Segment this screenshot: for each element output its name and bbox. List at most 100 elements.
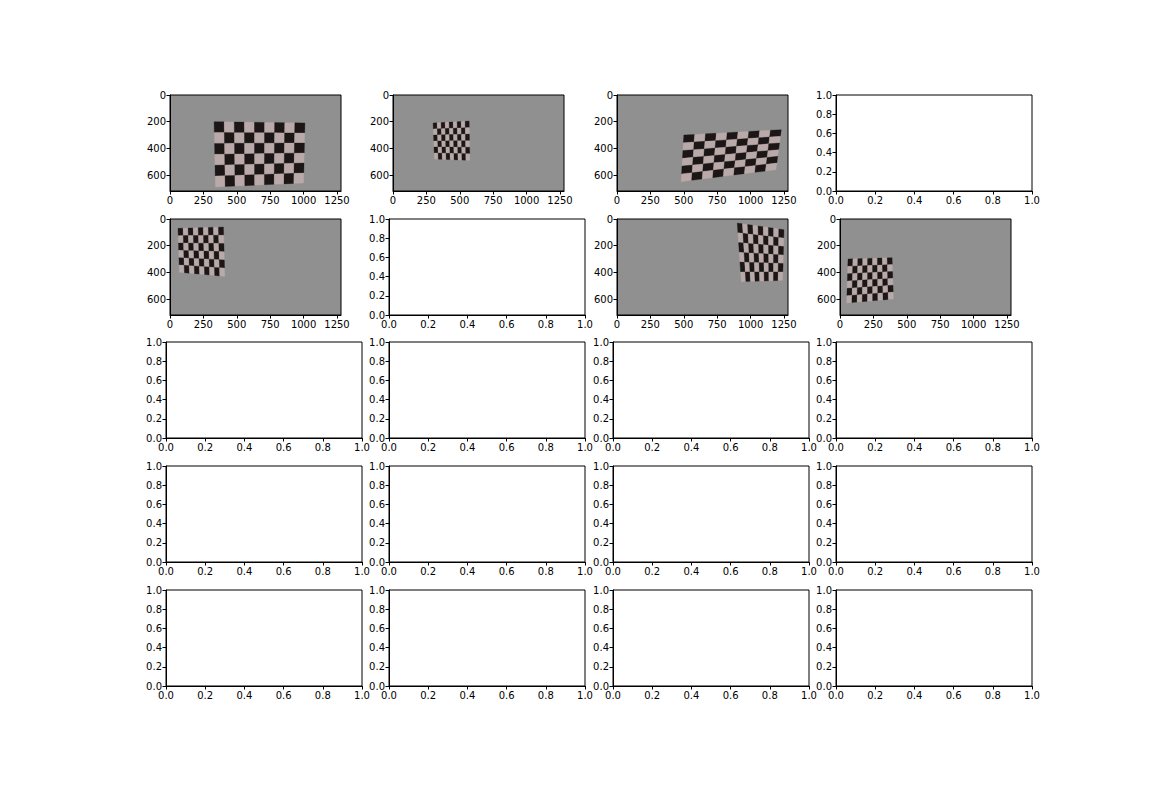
svg-text:1.0: 1.0 — [816, 585, 832, 596]
svg-text:1.0: 1.0 — [577, 442, 593, 453]
svg-text:0.6: 0.6 — [816, 128, 832, 139]
svg-text:0.6: 0.6 — [499, 319, 515, 330]
svg-text:500: 500 — [227, 195, 246, 206]
svg-text:600: 600 — [817, 294, 836, 305]
svg-text:0.6: 0.6 — [276, 442, 292, 453]
svg-text:0.4: 0.4 — [369, 518, 385, 529]
svg-text:0.2: 0.2 — [197, 566, 213, 577]
svg-text:1250: 1250 — [324, 195, 349, 206]
svg-text:1.0: 1.0 — [816, 90, 832, 101]
svg-text:400: 400 — [147, 267, 166, 278]
svg-text:0.6: 0.6 — [499, 442, 515, 453]
svg-text:0.4: 0.4 — [683, 442, 699, 453]
svg-text:500: 500 — [897, 319, 916, 330]
svg-text:0.6: 0.6 — [946, 442, 962, 453]
svg-text:0.6: 0.6 — [946, 195, 962, 206]
svg-text:750: 750 — [261, 195, 280, 206]
svg-text:1.0: 1.0 — [801, 690, 817, 701]
svg-text:0.0: 0.0 — [381, 442, 397, 453]
svg-text:400: 400 — [370, 143, 389, 154]
svg-text:1.0: 1.0 — [801, 442, 817, 453]
svg-text:0.6: 0.6 — [146, 623, 162, 634]
svg-text:0.0: 0.0 — [158, 690, 174, 701]
svg-text:200: 200 — [817, 240, 836, 251]
svg-text:1.0: 1.0 — [816, 461, 832, 472]
svg-text:1.0: 1.0 — [354, 566, 370, 577]
svg-text:0.4: 0.4 — [593, 518, 609, 529]
svg-text:0.0: 0.0 — [381, 690, 397, 701]
svg-text:0: 0 — [160, 90, 166, 101]
svg-text:750: 750 — [708, 195, 727, 206]
svg-text:0.2: 0.2 — [644, 566, 660, 577]
svg-text:0: 0 — [167, 195, 173, 206]
svg-text:0.2: 0.2 — [369, 290, 385, 301]
svg-text:0.4: 0.4 — [236, 690, 252, 701]
svg-text:0: 0 — [837, 319, 843, 330]
svg-text:0.4: 0.4 — [459, 690, 475, 701]
svg-text:1000: 1000 — [514, 195, 539, 206]
svg-text:600: 600 — [147, 294, 166, 305]
svg-text:1.0: 1.0 — [816, 337, 832, 348]
svg-text:0.8: 0.8 — [315, 442, 331, 453]
svg-text:0.2: 0.2 — [816, 413, 832, 424]
svg-text:0.8: 0.8 — [762, 690, 778, 701]
svg-text:0.8: 0.8 — [369, 604, 385, 615]
svg-text:500: 500 — [674, 319, 693, 330]
svg-text:0: 0 — [614, 319, 620, 330]
svg-text:0.0: 0.0 — [381, 566, 397, 577]
svg-text:0.2: 0.2 — [593, 537, 609, 548]
svg-text:200: 200 — [594, 240, 613, 251]
svg-text:0.6: 0.6 — [276, 566, 292, 577]
svg-text:0.2: 0.2 — [369, 537, 385, 548]
svg-text:0.8: 0.8 — [816, 480, 832, 491]
svg-text:200: 200 — [370, 116, 389, 127]
svg-text:1000: 1000 — [291, 319, 316, 330]
svg-text:1250: 1250 — [994, 319, 1019, 330]
svg-text:0.2: 0.2 — [593, 661, 609, 672]
svg-text:0.0: 0.0 — [828, 195, 844, 206]
svg-text:250: 250 — [641, 195, 660, 206]
svg-text:0.6: 0.6 — [593, 623, 609, 634]
svg-text:0.6: 0.6 — [369, 252, 385, 263]
svg-text:1.0: 1.0 — [577, 319, 593, 330]
svg-text:1250: 1250 — [547, 195, 572, 206]
svg-text:0.6: 0.6 — [723, 566, 739, 577]
svg-text:0.4: 0.4 — [816, 147, 832, 158]
svg-text:0.6: 0.6 — [723, 442, 739, 453]
svg-text:1.0: 1.0 — [146, 337, 162, 348]
svg-text:0.8: 0.8 — [369, 356, 385, 367]
svg-text:0.8: 0.8 — [985, 566, 1001, 577]
svg-text:0.8: 0.8 — [816, 604, 832, 615]
svg-text:0: 0 — [383, 90, 389, 101]
svg-text:0.4: 0.4 — [369, 271, 385, 282]
svg-text:500: 500 — [450, 195, 469, 206]
svg-text:1.0: 1.0 — [1024, 195, 1040, 206]
svg-text:0.2: 0.2 — [420, 442, 436, 453]
svg-text:0: 0 — [160, 214, 166, 225]
svg-text:0.6: 0.6 — [816, 499, 832, 510]
svg-text:1.0: 1.0 — [146, 461, 162, 472]
svg-text:0: 0 — [167, 319, 173, 330]
svg-text:250: 250 — [194, 319, 213, 330]
svg-text:0.4: 0.4 — [816, 394, 832, 405]
svg-text:0.4: 0.4 — [906, 442, 922, 453]
svg-text:0.8: 0.8 — [369, 233, 385, 244]
svg-text:0.6: 0.6 — [369, 375, 385, 386]
svg-text:200: 200 — [147, 240, 166, 251]
svg-text:0.4: 0.4 — [906, 566, 922, 577]
svg-text:0.6: 0.6 — [146, 375, 162, 386]
svg-text:0.4: 0.4 — [683, 566, 699, 577]
svg-text:200: 200 — [594, 116, 613, 127]
svg-text:0.2: 0.2 — [420, 319, 436, 330]
svg-text:750: 750 — [484, 195, 503, 206]
svg-text:0.2: 0.2 — [867, 566, 883, 577]
svg-text:0.4: 0.4 — [593, 394, 609, 405]
svg-text:1.0: 1.0 — [1024, 442, 1040, 453]
svg-text:1000: 1000 — [961, 319, 986, 330]
svg-text:0.8: 0.8 — [985, 442, 1001, 453]
svg-text:0.8: 0.8 — [593, 604, 609, 615]
svg-text:0.8: 0.8 — [538, 690, 554, 701]
svg-text:0.6: 0.6 — [593, 499, 609, 510]
svg-text:1.0: 1.0 — [369, 461, 385, 472]
svg-text:0.4: 0.4 — [683, 690, 699, 701]
